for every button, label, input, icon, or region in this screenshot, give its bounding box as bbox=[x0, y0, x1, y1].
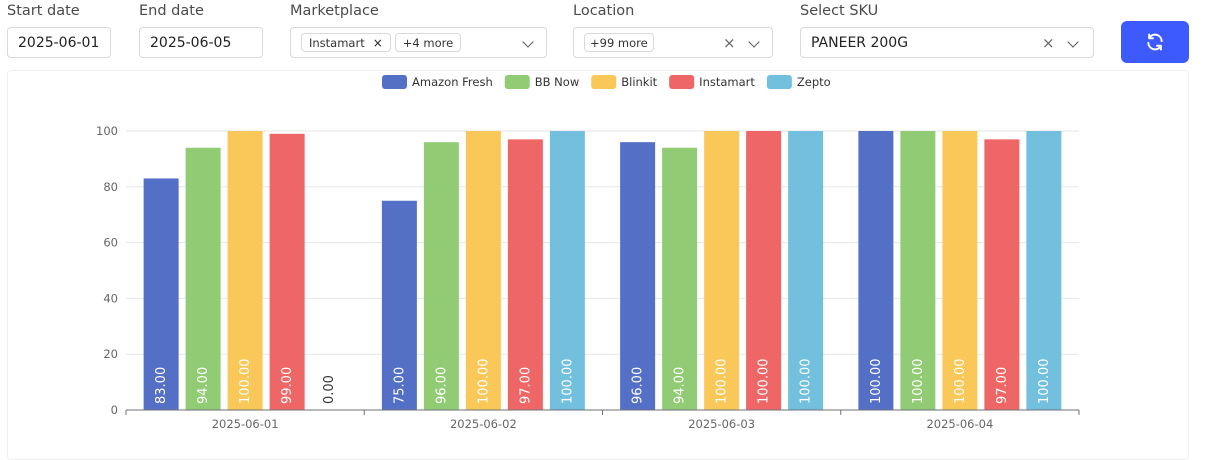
legend: Amazon Fresh BB Now Blinkit Instamart Zepto bbox=[382, 75, 831, 89]
y-tick-label: 100 bbox=[96, 124, 118, 138]
marketplace-more-tag: +4 more bbox=[394, 33, 462, 52]
bar[interactable] bbox=[227, 131, 263, 410]
x-tick-label: 2025-06-03 bbox=[688, 417, 755, 431]
x-tick-label: 2025-06-02 bbox=[450, 417, 517, 431]
location-select[interactable]: +99 more × bbox=[573, 27, 773, 58]
marketplace-select[interactable]: Instamart × +4 more bbox=[290, 27, 547, 58]
y-axis: 0 20 40 60 80 100 bbox=[96, 124, 118, 417]
legend-label: BB Now bbox=[535, 75, 579, 89]
end-date-label: End date bbox=[139, 3, 204, 19]
legend-label: Zepto bbox=[797, 75, 831, 89]
bar[interactable] bbox=[788, 131, 824, 410]
data-label: 100.00 bbox=[1037, 359, 1052, 405]
y-tick-label: 40 bbox=[103, 291, 118, 305]
legend-swatch bbox=[669, 75, 695, 89]
bar[interactable] bbox=[900, 131, 936, 410]
legend-label: Instamart bbox=[699, 75, 755, 89]
start-date-label: Start date bbox=[7, 3, 80, 19]
marketplace-tag: Instamart × bbox=[301, 33, 391, 52]
tag-remove-icon[interactable]: × bbox=[372, 35, 383, 50]
refresh-button[interactable] bbox=[1121, 21, 1189, 63]
legend-swatch bbox=[766, 75, 792, 89]
sku-select[interactable]: PANEER 200G × bbox=[800, 27, 1094, 58]
data-label: 0.00 bbox=[322, 375, 337, 404]
data-label: 100.00 bbox=[715, 359, 730, 405]
sku-label: Select SKU bbox=[800, 3, 879, 19]
legend-item-amazon-fresh[interactable]: Amazon Fresh bbox=[382, 75, 493, 89]
legend-swatch bbox=[382, 75, 407, 89]
data-label: 100.00 bbox=[476, 359, 491, 405]
bar[interactable] bbox=[143, 178, 179, 410]
bar[interactable] bbox=[704, 131, 740, 410]
data-label: 83.00 bbox=[154, 367, 169, 404]
data-label: 96.00 bbox=[434, 367, 449, 404]
refresh-icon bbox=[1147, 33, 1163, 51]
legend-swatch bbox=[591, 75, 617, 89]
data-label: 75.00 bbox=[392, 367, 407, 404]
data-label: 100.00 bbox=[238, 359, 253, 405]
legend-item-zepto[interactable]: Zepto bbox=[766, 75, 831, 89]
data-label: 100.00 bbox=[560, 359, 575, 405]
end-date-input[interactable]: 2025-06-05 bbox=[139, 27, 263, 58]
bars: 83.00 94.00 100.00 99.00 0.00 75.00 96.00 100.0… bbox=[143, 131, 1062, 411]
data-label: 94.00 bbox=[196, 367, 211, 404]
data-label: 100.00 bbox=[799, 359, 814, 405]
legend-item-blinkit[interactable]: Blinkit bbox=[591, 75, 658, 89]
legend-item-bb-now[interactable]: BB Now bbox=[504, 75, 579, 89]
bar[interactable] bbox=[465, 131, 501, 410]
data-label: 100.00 bbox=[869, 359, 884, 405]
bar[interactable] bbox=[185, 147, 221, 411]
legend-item-instamart[interactable]: Instamart bbox=[669, 75, 755, 89]
bar[interactable] bbox=[423, 142, 459, 410]
legend-label: Amazon Fresh bbox=[412, 75, 493, 89]
filter-bar: Start date 2025-06-01 End date 2025-06-0… bbox=[0, 0, 1212, 70]
data-label: 96.00 bbox=[631, 367, 646, 404]
marketplace-tag-label: Instamart bbox=[309, 35, 365, 50]
bar[interactable] bbox=[549, 131, 585, 410]
data-label: 97.00 bbox=[995, 367, 1010, 404]
start-date-input[interactable]: 2025-06-01 bbox=[7, 27, 111, 58]
y-tick-label: 60 bbox=[103, 236, 118, 250]
clear-icon[interactable]: × bbox=[723, 34, 736, 52]
marketplace-label: Marketplace bbox=[290, 3, 379, 19]
bar[interactable] bbox=[507, 139, 543, 410]
bar[interactable] bbox=[1026, 131, 1062, 410]
data-label: 97.00 bbox=[518, 367, 533, 404]
x-axis: 2025-06-01 2025-06-02 2025-06-03 2025-06-04 bbox=[125, 409, 1080, 431]
location-more-tag: +99 more bbox=[584, 33, 654, 52]
location-label: Location bbox=[573, 3, 635, 19]
bar[interactable] bbox=[381, 200, 417, 410]
data-label: 100.00 bbox=[757, 359, 772, 405]
legend-label: Blinkit bbox=[621, 75, 657, 89]
x-tick-label: 2025-06-04 bbox=[926, 417, 993, 431]
y-tick-label: 80 bbox=[103, 180, 118, 194]
x-tick-label: 2025-06-01 bbox=[212, 417, 279, 431]
bar[interactable] bbox=[984, 139, 1020, 410]
bar[interactable] bbox=[620, 142, 656, 410]
data-label: 100.00 bbox=[953, 359, 968, 405]
bar[interactable] bbox=[662, 147, 698, 411]
data-label: 100.00 bbox=[911, 359, 926, 405]
y-tick-label: 0 bbox=[111, 403, 118, 417]
gridlines bbox=[126, 130, 1079, 411]
y-tick-label: 20 bbox=[103, 347, 118, 361]
bar[interactable] bbox=[269, 133, 305, 411]
clear-icon[interactable]: × bbox=[1042, 34, 1055, 52]
bar[interactable] bbox=[746, 131, 782, 410]
bar[interactable] bbox=[942, 131, 978, 410]
bar[interactable] bbox=[858, 131, 894, 410]
legend-swatch bbox=[504, 75, 530, 89]
data-label: 99.00 bbox=[280, 367, 295, 404]
sku-value: PANEER 200G bbox=[811, 34, 909, 51]
data-label: 94.00 bbox=[673, 367, 688, 404]
